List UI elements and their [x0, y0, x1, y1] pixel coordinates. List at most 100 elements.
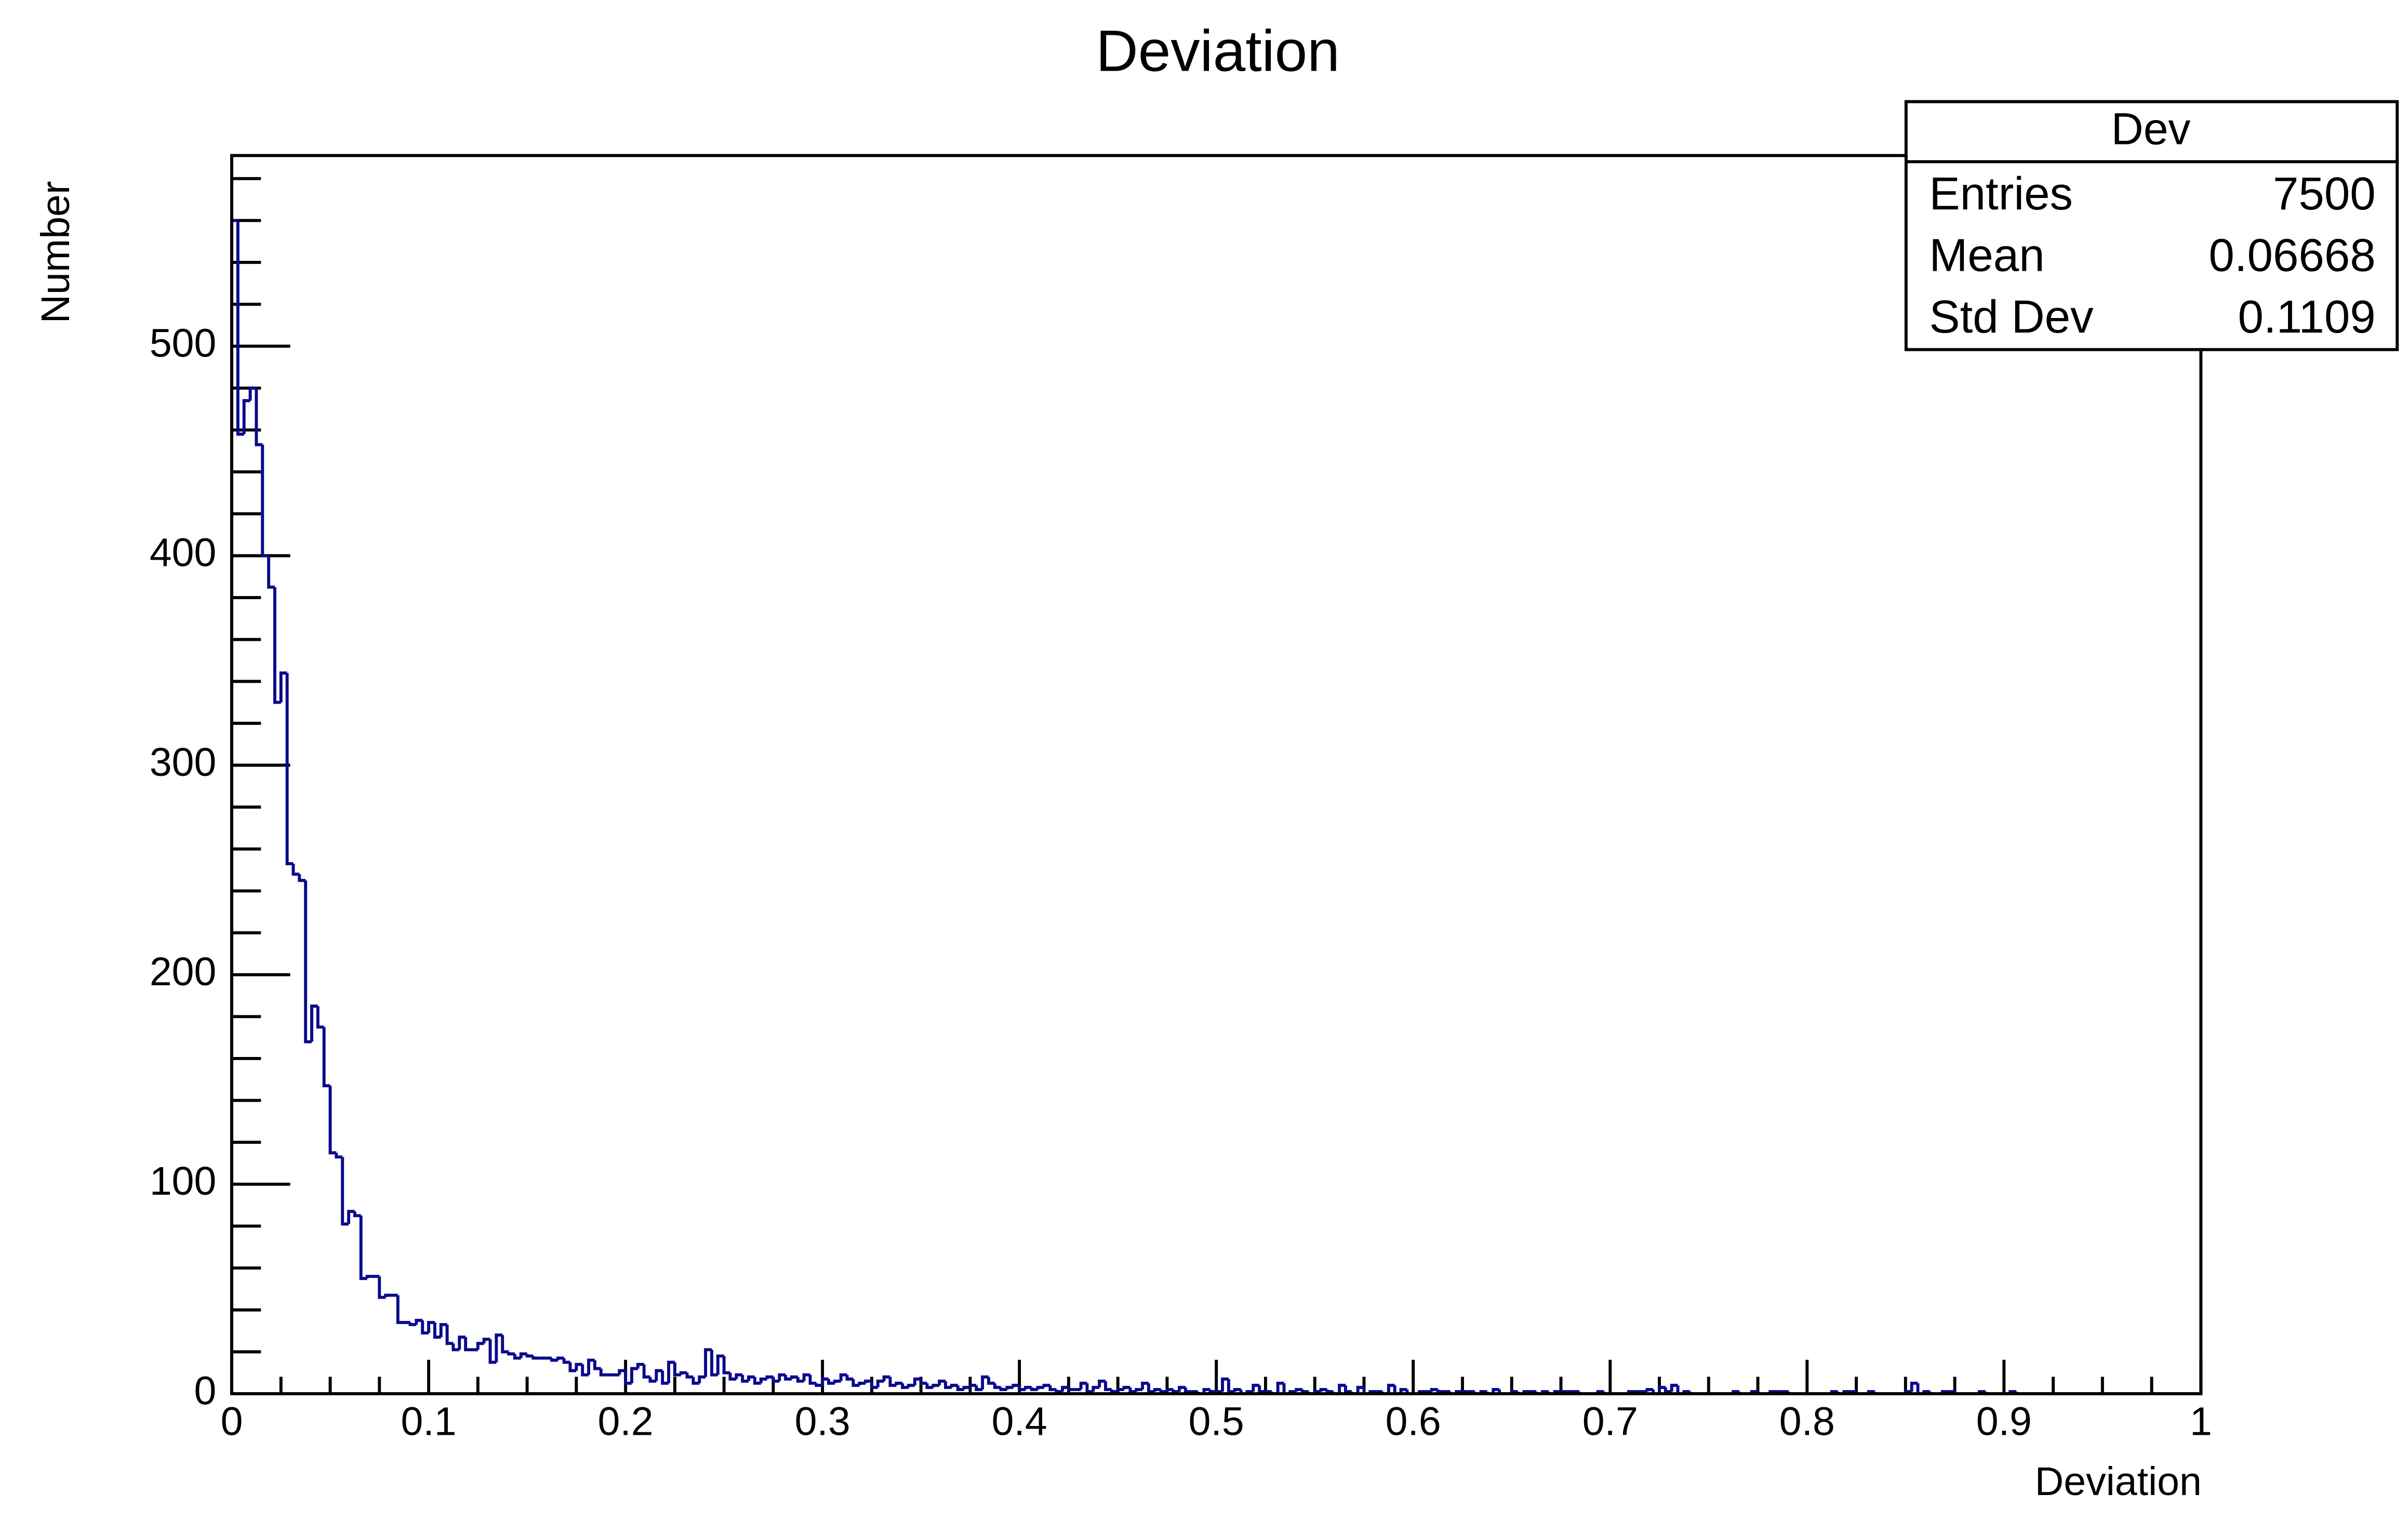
x-tick-label: 0.8 [1779, 1399, 1835, 1444]
histogram-bin [1079, 1381, 1087, 1390]
histogram-bin [778, 1373, 786, 1381]
histogram-bin [938, 1379, 946, 1385]
histogram-bin [1221, 1377, 1229, 1392]
histogram-bin [1664, 1387, 1672, 1393]
x-tick-label: 0.6 [1386, 1399, 1441, 1444]
histogram-bin [618, 1369, 626, 1375]
stats-value: 0.1109 [2238, 291, 2375, 342]
y-tick-label: 200 [150, 949, 217, 994]
histogram-bin [1184, 1387, 1192, 1393]
histogram-bin [808, 1374, 817, 1385]
x-tick-label: 0.3 [795, 1399, 850, 1444]
histogram-bin [1208, 1389, 1217, 1393]
histogram-bin [704, 1348, 712, 1377]
histogram-bin [1430, 1387, 1438, 1392]
x-axis-title: Deviation [2035, 1459, 2202, 1504]
histogram-bin [1301, 1389, 1309, 1393]
histogram-bin [1104, 1381, 1112, 1391]
histogram-bin [550, 1358, 558, 1362]
histogram-bin [987, 1377, 995, 1385]
histogram-bin [1645, 1387, 1654, 1392]
histogram-bin [1036, 1385, 1044, 1390]
x-tick-label: 0.7 [1582, 1399, 1638, 1444]
histogram-bin [790, 1375, 798, 1379]
histogram-bin [771, 1377, 780, 1383]
histogram-bin [451, 1343, 460, 1352]
histogram-bin [648, 1377, 657, 1383]
histogram-bin [1092, 1385, 1100, 1392]
stats-box: Dev Entries 7500 Mean 0.06668 Std Dev 0.… [1904, 100, 2399, 351]
histogram-bin [525, 1354, 534, 1358]
histogram-bin [1172, 1389, 1180, 1393]
histogram-bin [1338, 1383, 1346, 1394]
histogram-bin [901, 1383, 909, 1389]
histogram-bin [1910, 1381, 1918, 1392]
histogram-bin [531, 1356, 540, 1360]
histogram-bin [593, 1360, 601, 1370]
histogram-bin [1178, 1385, 1186, 1392]
histogram-bin [396, 1295, 404, 1324]
histogram-bin [722, 1356, 730, 1374]
histogram-bin [815, 1383, 823, 1387]
stats-box-frame [1904, 100, 2399, 351]
histogram-bin [587, 1358, 595, 1375]
histogram-bin [1343, 1385, 1352, 1393]
histogram-bin [476, 1342, 484, 1350]
histogram-bin [1030, 1387, 1038, 1391]
stats-label: Entries [1929, 168, 2073, 219]
x-tick-label: 0.1 [401, 1399, 457, 1444]
x-tick-label: 0.9 [1976, 1399, 2032, 1444]
histogram-bin [562, 1358, 570, 1364]
histogram-bin [864, 1379, 872, 1383]
histogram-bin [359, 1215, 367, 1280]
histogram-bin [698, 1375, 706, 1383]
histogram-bin [341, 1157, 349, 1226]
histogram-bin [1387, 1383, 1395, 1394]
histogram-bin [895, 1381, 903, 1385]
histogram-bin [642, 1364, 650, 1379]
x-tick-label: 1 [2190, 1399, 2212, 1444]
histogram-bin [1165, 1387, 1174, 1392]
histogram-bin [1147, 1383, 1155, 1393]
histogram-bin [1159, 1389, 1167, 1393]
histogram-bin [1128, 1387, 1137, 1393]
histogram-bin [1227, 1379, 1235, 1393]
histogram-bin [858, 1381, 866, 1385]
histogram-bin [1670, 1383, 1678, 1392]
y-tick-label: 0 [194, 1368, 217, 1413]
histogram-bin [1110, 1389, 1118, 1393]
histogram-bin [255, 388, 263, 446]
histogram-bin [365, 1275, 374, 1279]
histogram-bin [236, 220, 244, 436]
chart-title: Deviation [1096, 18, 1339, 83]
histogram-bin [759, 1377, 767, 1383]
histogram-bin [575, 1363, 583, 1371]
histogram-bin [501, 1335, 509, 1354]
histogram-bin [464, 1337, 472, 1352]
histogram-bin [870, 1381, 878, 1389]
histogram-bin [716, 1354, 724, 1375]
y-tick-label: 100 [150, 1159, 217, 1204]
histogram-bin [655, 1369, 663, 1381]
histogram-bin [950, 1383, 958, 1387]
histogram-bin [1018, 1385, 1026, 1391]
y-axis-title: Number [33, 181, 78, 323]
stats-title: Dev [2111, 104, 2191, 154]
stats-label: Mean [1929, 229, 2044, 281]
histogram-bin [956, 1385, 964, 1391]
histogram-bin [630, 1367, 638, 1383]
histogram-bin [408, 1322, 417, 1326]
histogram-bin [1252, 1383, 1260, 1392]
histogram-bin [433, 1322, 441, 1339]
histogram-bin [242, 399, 250, 434]
histogram-bin [636, 1363, 644, 1369]
histogram-bin [1048, 1385, 1057, 1391]
histogram-bin [322, 1027, 330, 1088]
histogram-bin [852, 1379, 860, 1387]
histogram-bin [568, 1362, 577, 1372]
histogram-bin [888, 1377, 897, 1387]
histogram-bin [1024, 1385, 1032, 1390]
histogram-bin [925, 1383, 934, 1389]
histogram-bin [876, 1379, 884, 1387]
